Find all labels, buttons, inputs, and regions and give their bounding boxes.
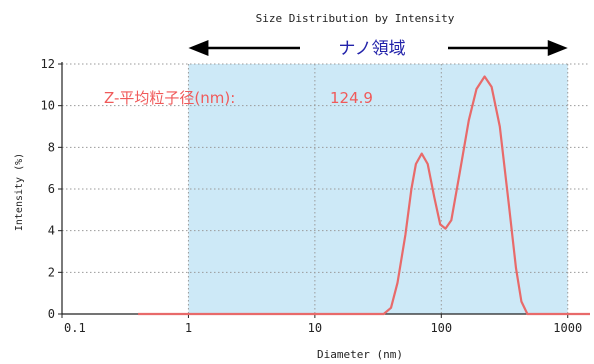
z-average-label: Z-平均粒子径(nm): (104, 89, 235, 107)
x-tick-labels: 0.1 1 10 100 1000 (64, 321, 582, 335)
arrow-head-left (188, 40, 209, 56)
y-tick-label: 0 (48, 307, 55, 321)
x-tick-label: 100 (430, 321, 452, 335)
y-tick-label: 10 (41, 99, 55, 113)
y-tick-labels: 0 2 4 6 8 10 12 (41, 57, 55, 321)
z-average-value: 124.9 (330, 89, 373, 107)
y-tick-label: 8 (48, 140, 55, 154)
x-axis-label: Diameter (nm) (317, 348, 403, 361)
data-series (138, 75, 590, 316)
y-axis-label: Intensity (%) (14, 153, 25, 231)
y-tick-label: 12 (41, 57, 55, 71)
x-tick-label: 1 (185, 321, 192, 335)
y-tick-label: 2 (48, 265, 55, 279)
chart-title: Size Distribution by Intensity (256, 12, 455, 25)
grid-lines (62, 63, 590, 314)
nano-region-label: ナノ領域 (338, 39, 405, 59)
intensity-curve (138, 75, 590, 316)
arrow-head-right (547, 40, 568, 56)
y-tick-label: 6 (48, 182, 55, 196)
x-tick-label: 1000 (553, 321, 582, 335)
x-tick-label: 0.1 (64, 321, 86, 335)
nano-region-arrow (188, 40, 568, 56)
x-tick-label: 10 (308, 321, 322, 335)
y-tick-label: 4 (48, 224, 55, 238)
